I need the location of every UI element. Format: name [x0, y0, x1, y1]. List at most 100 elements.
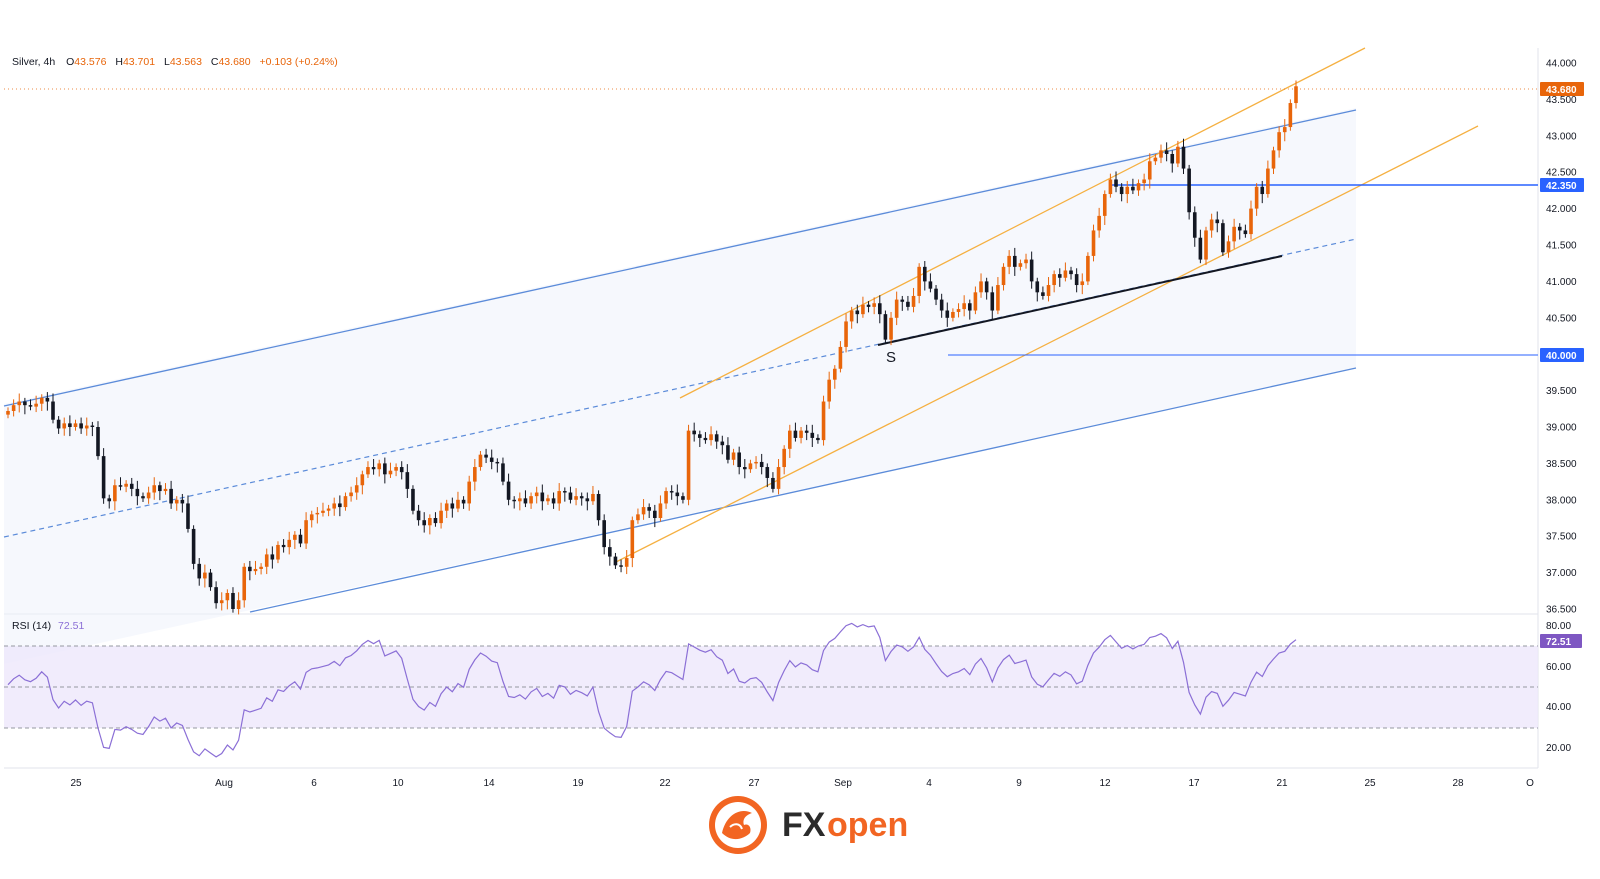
channel-lower-line[interactable] [249, 367, 1357, 613]
support-trendline[interactable] [877, 255, 1283, 346]
candle-body [96, 427, 100, 457]
candle-body [129, 483, 134, 489]
candle-body [1142, 179, 1146, 184]
price-tick-label: 36.500 [1546, 605, 1577, 616]
candle-body [506, 481, 511, 500]
candles-group [6, 80, 1298, 615]
support-annotation: S [886, 349, 896, 366]
candle-body [1192, 212, 1197, 238]
candle-body [1164, 150, 1169, 154]
candle-body [996, 285, 1000, 311]
price-tick-label: 40.500 [1546, 313, 1577, 324]
candle-body [489, 457, 494, 462]
candle-body [877, 303, 882, 315]
price-axis[interactable]: 44.000 43.500 43.000 42.500 42.000 41.500 41.0… [1546, 59, 1577, 616]
candle-body [461, 499, 466, 504]
candle-body [28, 405, 33, 407]
candle-body [163, 488, 168, 492]
candle-body [17, 401, 22, 406]
candle-body [264, 554, 269, 567]
rsi-tick: 40.00 [1546, 702, 1571, 713]
candle-body [602, 520, 606, 548]
candle-body [894, 299, 899, 318]
candle-body [394, 467, 398, 471]
candle-body [338, 503, 342, 508]
candle-body [253, 568, 258, 572]
candle-body [360, 474, 365, 486]
level-tag-42350: 42.350 [1540, 178, 1584, 192]
candle-body [467, 481, 472, 504]
candle-body [135, 488, 140, 497]
candle-body [309, 514, 314, 521]
candle-body [1282, 127, 1287, 133]
candle-body [349, 492, 353, 497]
candle-body [214, 587, 218, 604]
candle-body [152, 485, 157, 493]
candle-body [495, 461, 500, 464]
candle-body [596, 493, 601, 521]
candle-body [281, 544, 286, 548]
candle-body [501, 463, 505, 482]
candle-body [939, 299, 944, 311]
candle-body [793, 430, 798, 438]
candle-body [827, 379, 831, 402]
candle-body [1271, 150, 1276, 169]
candle-body [1204, 230, 1208, 260]
candle-body [1052, 274, 1056, 286]
price-tick-label: 42.000 [1546, 204, 1577, 215]
candle-body [810, 432, 815, 438]
candle-body [928, 281, 933, 289]
rsi-axis: 80.00 60.00 40.00 20.00 72.51 [1540, 621, 1582, 754]
candle-body [383, 463, 387, 475]
change-value: +0.103 (+0.24%) [260, 56, 338, 68]
candle-body [478, 454, 483, 468]
candle-body [1187, 168, 1191, 213]
candle-body [124, 483, 128, 487]
candle-body [332, 503, 337, 509]
time-tick-label: 22 [659, 778, 671, 789]
orange-channel-upper[interactable] [679, 47, 1366, 399]
candle-body [855, 310, 860, 315]
candle-body [6, 410, 10, 415]
channel-upper-line[interactable] [3, 109, 1357, 407]
symbol-label: Silver, 4h [12, 56, 55, 68]
candle-body [523, 498, 528, 504]
candle-body [1057, 274, 1062, 278]
candle-body [1170, 154, 1175, 164]
candle-body [270, 554, 275, 560]
candle-body [219, 600, 224, 604]
candle-body [158, 485, 162, 492]
candle-body [326, 508, 331, 511]
candle-body [1232, 226, 1236, 242]
time-tick-label: Aug [215, 778, 233, 789]
channel-fill [4, 108, 1356, 664]
candle-body [906, 301, 910, 307]
candle-body [456, 499, 460, 509]
time-tick-label: 9 [1016, 778, 1022, 789]
candle-body [169, 488, 173, 504]
time-tick-label: O [1526, 778, 1534, 789]
candle-body [416, 510, 421, 521]
candle-body [1125, 186, 1130, 195]
candle-body [1041, 292, 1045, 296]
candle-body [90, 425, 95, 427]
time-tick-label: 10 [392, 778, 404, 789]
candle-body [709, 434, 713, 441]
time-tick-label: 6 [311, 778, 317, 789]
candle-body [664, 491, 668, 504]
time-tick-label: 19 [572, 778, 584, 789]
time-tick-label: Sep [834, 778, 852, 789]
candle-body [759, 461, 764, 468]
candle-body [39, 397, 44, 404]
candle-body [776, 467, 781, 489]
time-axis[interactable]: 25 Aug 6 10 14 19 22 27 Sep 4 9 12 17 21 25 28 O [70, 778, 1534, 789]
candle-body [653, 510, 657, 518]
candle-body [1114, 179, 1118, 187]
candle-body [681, 496, 685, 500]
orange-channel-lower[interactable] [615, 125, 1479, 563]
candle-body [354, 485, 359, 493]
rsi-tick: 20.00 [1546, 743, 1571, 754]
svg-text:40.000: 40.000 [1546, 351, 1577, 362]
candle-body [619, 565, 623, 567]
